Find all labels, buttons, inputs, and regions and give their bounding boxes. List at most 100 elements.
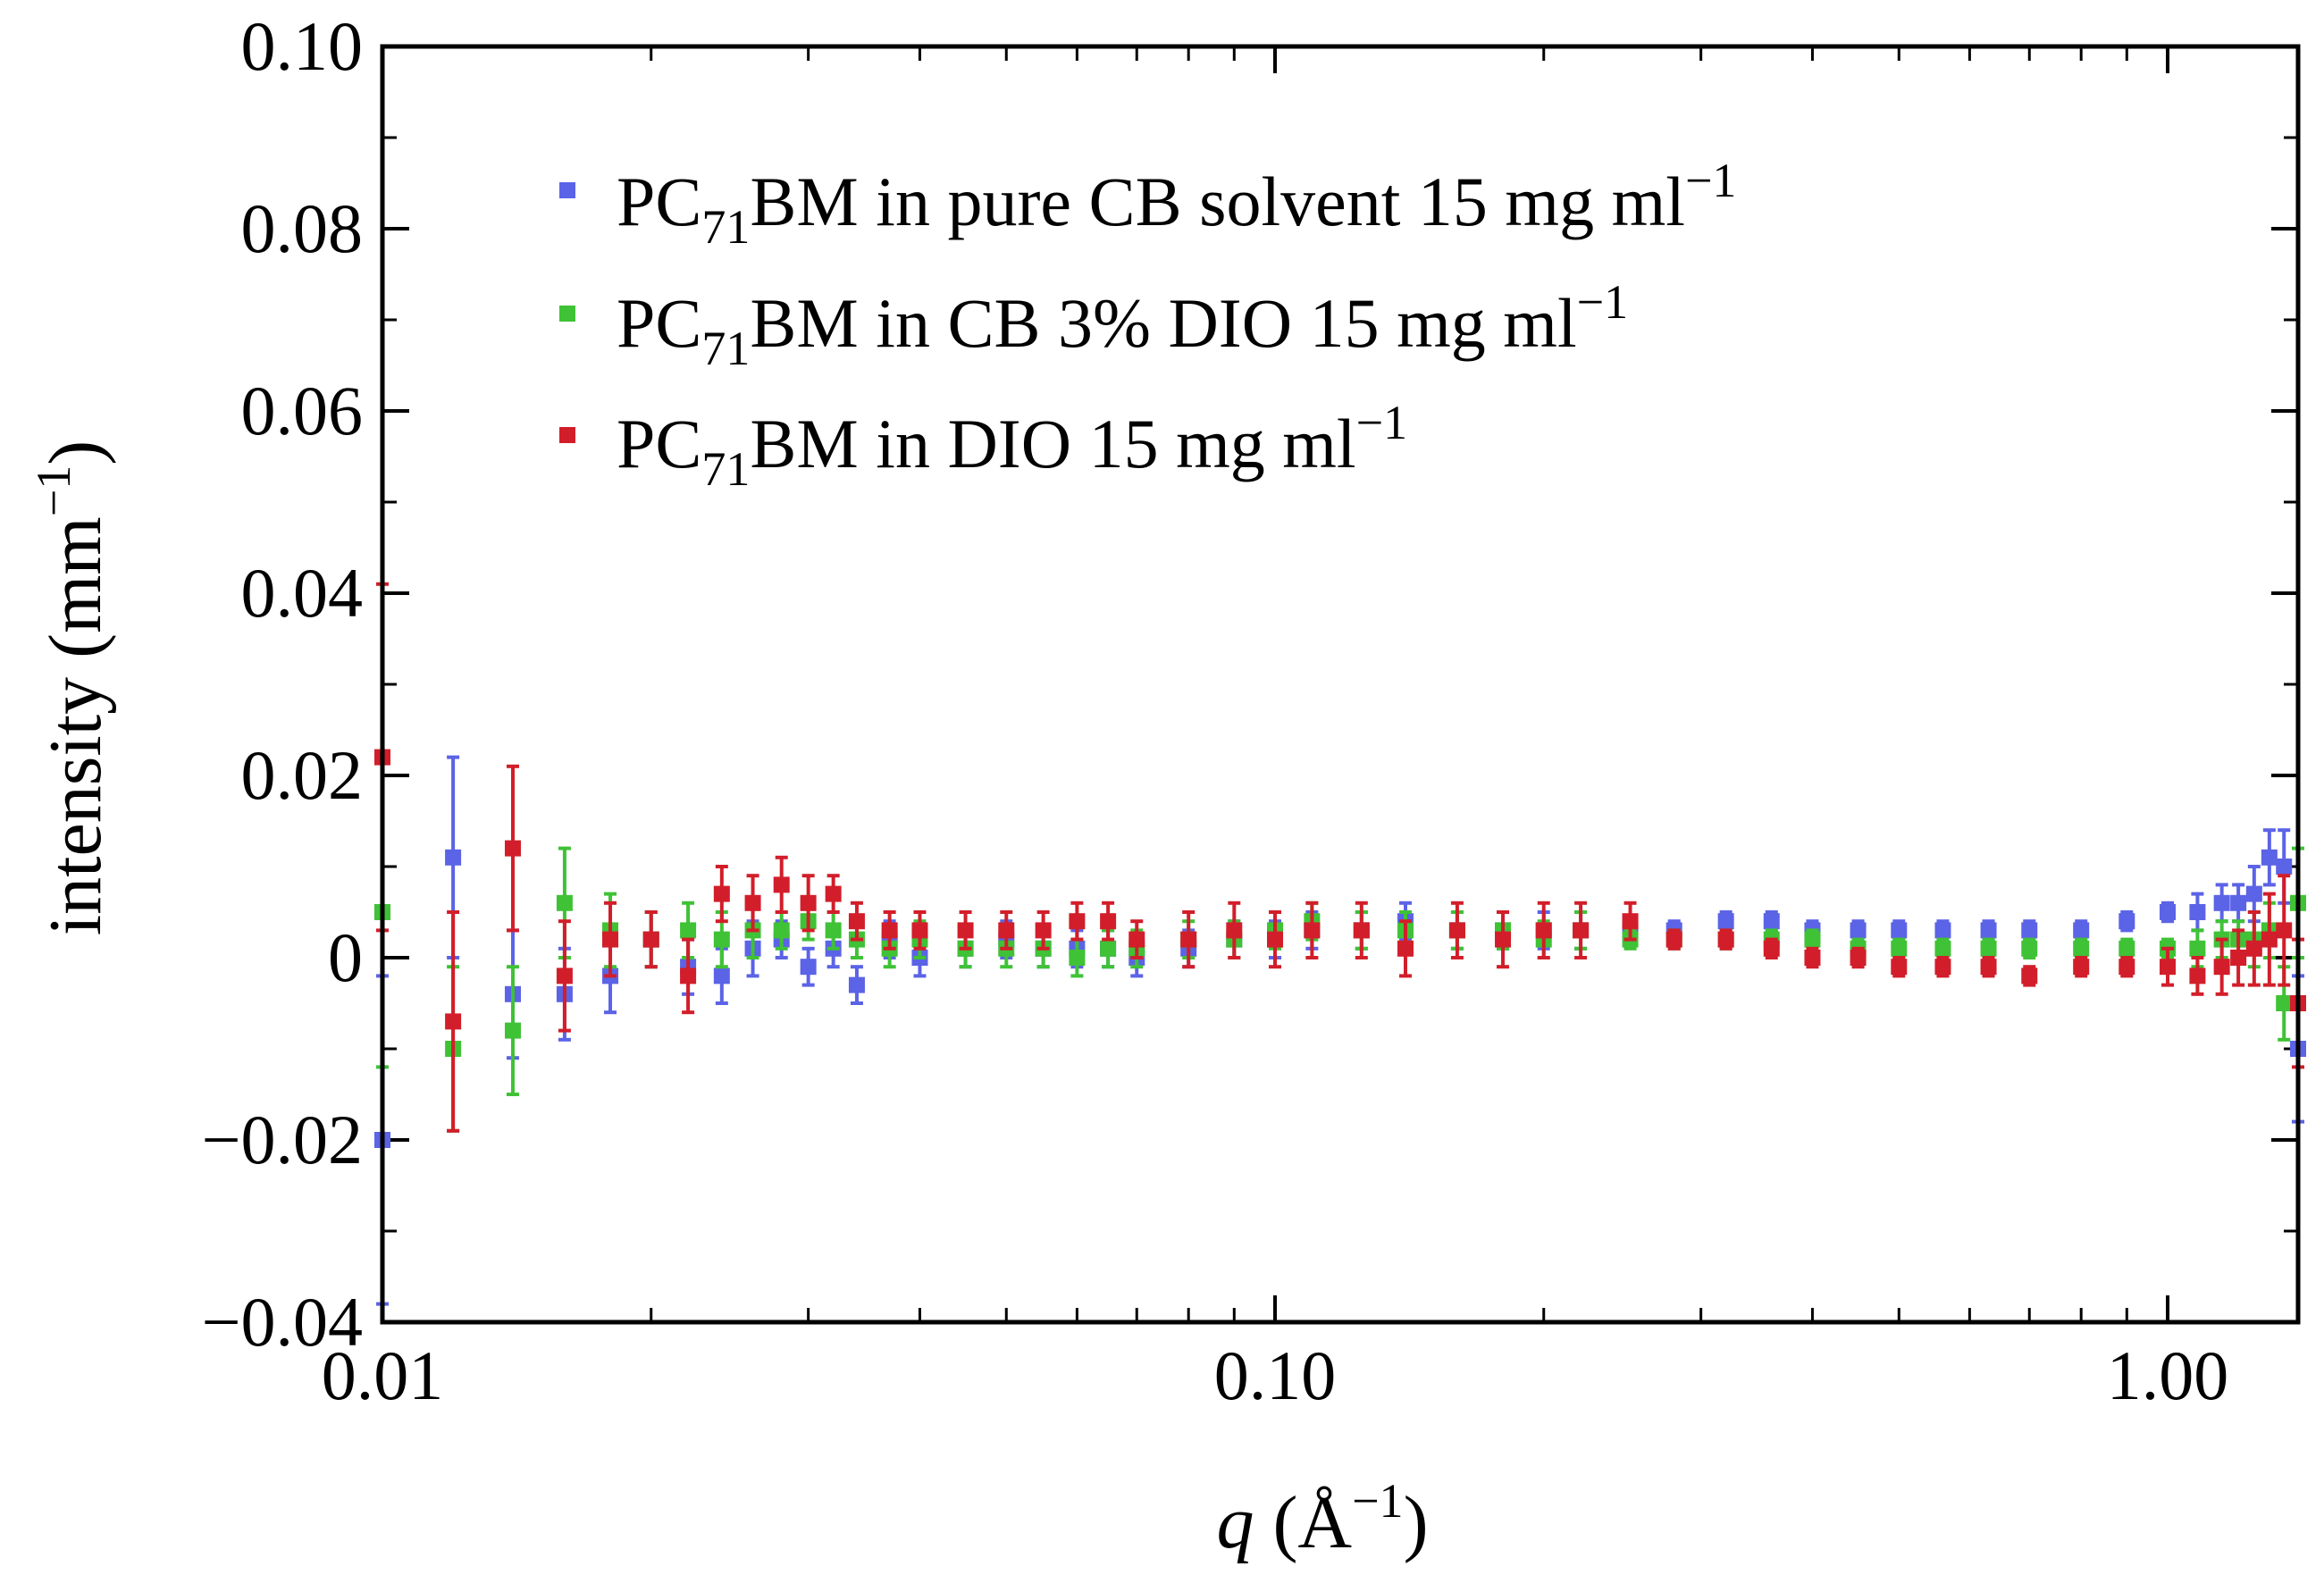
legend-label-green-subscript: 71 (701, 322, 750, 375)
x-axis-title-close: ) (1404, 1481, 1429, 1564)
y-tick-label: 0.04 (241, 554, 364, 632)
data-point (2230, 950, 2247, 966)
data-point (504, 1022, 521, 1039)
data-point (1891, 940, 1908, 957)
data-point (1397, 940, 1414, 957)
data-point (2073, 940, 2090, 957)
data-point (1891, 922, 1908, 939)
x-tick-label: 0.10 (1214, 1336, 1337, 1414)
data-point (1934, 922, 1951, 939)
data-point (2213, 959, 2230, 976)
data-point (848, 913, 865, 930)
data-point (445, 1013, 462, 1030)
x-tick-label: 0.01 (322, 1336, 444, 1414)
data-point (773, 876, 790, 893)
y-tick-label: 0.08 (241, 189, 364, 267)
x-axis-title-unit: (Å (1254, 1481, 1352, 1564)
data-point (713, 931, 730, 948)
data-point (2245, 885, 2262, 902)
legend-label-blue-exponent: −1 (1685, 154, 1736, 207)
legend-label-red: PC71BM in DIO 15 mg ml−1 (617, 396, 1407, 496)
legend-label-red-exponent: −1 (1356, 396, 1407, 449)
legend-label-green: PC71BM in CB 3% DIO 15 mg ml−1 (617, 275, 1628, 375)
data-point (1980, 922, 1997, 939)
data-point (2261, 931, 2278, 948)
data-point (2230, 894, 2247, 911)
data-point (1035, 922, 1052, 939)
data-point (911, 922, 928, 939)
data-point (556, 894, 573, 911)
data-point (998, 922, 1015, 939)
data-point (713, 885, 730, 902)
data-point (1717, 931, 1734, 948)
data-point (1100, 913, 1117, 930)
y-axis-title-exponent: −1 (27, 465, 80, 516)
data-point (1535, 922, 1552, 939)
data-point (680, 922, 697, 939)
data-point (1763, 913, 1780, 930)
x-axis-title-unit-exponent: −1 (1352, 1474, 1403, 1528)
data-point (713, 968, 730, 984)
y-axis-title-close: ) (34, 440, 117, 465)
data-point (556, 968, 573, 984)
legend-label-blue-pre: PC (617, 163, 701, 240)
legend-label-green-exponent: −1 (1577, 275, 1628, 329)
data-point (1495, 931, 1512, 948)
data-point (1100, 940, 1117, 957)
y-tick-label: −0.02 (202, 1101, 364, 1178)
data-point (2118, 913, 2135, 930)
x-axis-title: q (Å−1) (1216, 1474, 1428, 1564)
data-point (881, 922, 898, 939)
data-point (2021, 968, 2038, 984)
y-tick-label: 0.06 (241, 372, 364, 449)
data-point (1980, 959, 1997, 976)
data-point (800, 959, 817, 976)
data-point (2160, 959, 2177, 976)
data-point (1980, 940, 1997, 957)
data-point (2276, 859, 2293, 875)
x-axis-title-var: q (1216, 1481, 1254, 1564)
data-point (1850, 950, 1867, 966)
data-point (2276, 922, 2293, 939)
y-tick-label: 0 (328, 918, 363, 996)
legend: PC71BM in pure CB solvent 15 mg ml−1 PC7… (559, 154, 1736, 496)
plot-frame (380, 44, 2301, 1325)
data-point (2189, 968, 2206, 984)
data-point (744, 894, 761, 911)
data-point (2276, 995, 2293, 1011)
y-tick-label: 0.10 (241, 7, 364, 85)
data-point (2189, 940, 2206, 957)
data-point (1665, 931, 1682, 948)
data-point (1353, 922, 1370, 939)
data-point (2073, 922, 2090, 939)
legend-label-green-main: BM in CB 3% DIO 15 mg ml (750, 284, 1576, 362)
data-point (1180, 931, 1197, 948)
legend-label-red-pre: PC (617, 405, 701, 482)
data-point (2245, 940, 2262, 957)
data-point (504, 840, 521, 857)
data-point (1717, 913, 1734, 930)
legend-label-blue: PC71BM in pure CB solvent 15 mg ml−1 (617, 154, 1736, 254)
data-point (1934, 940, 1951, 957)
y-tick-label: −0.04 (202, 1283, 364, 1361)
data-point (1226, 922, 1243, 939)
x-tick-label: 1.00 (2107, 1336, 2229, 1414)
data-point (2021, 922, 2038, 939)
data-point (1267, 931, 1284, 948)
legend-label-blue-subscript: 71 (701, 200, 750, 254)
data-point (1448, 922, 1465, 939)
data-point (2261, 849, 2278, 866)
y-axis-title-text: intensity (mm (34, 516, 117, 935)
data-point (825, 885, 842, 902)
data-point (1573, 922, 1590, 939)
data-point (1069, 950, 1086, 966)
data-point (2118, 940, 2135, 957)
data-point (680, 968, 697, 984)
legend-marker-red (559, 427, 575, 443)
legend-label-red-main: BM in DIO 15 mg ml (750, 405, 1355, 482)
data-point (1128, 931, 1145, 948)
data-point (602, 931, 619, 948)
data-point (2073, 959, 2090, 976)
